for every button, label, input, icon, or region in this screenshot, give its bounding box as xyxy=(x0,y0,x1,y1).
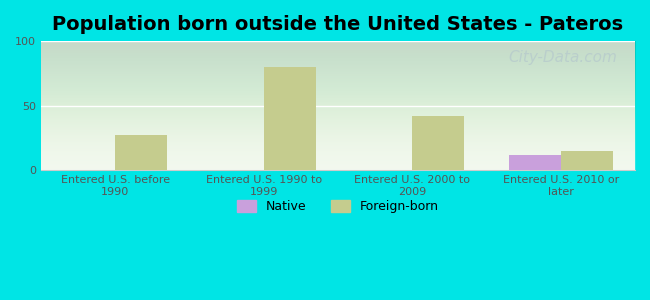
Bar xyxy=(115,135,167,170)
Text: City-Data.com: City-Data.com xyxy=(508,50,618,65)
Bar xyxy=(509,155,561,170)
Bar xyxy=(264,67,316,170)
Bar xyxy=(412,116,464,170)
Title: Population born outside the United States - Pateros: Population born outside the United State… xyxy=(53,15,623,34)
Bar xyxy=(561,151,613,170)
Legend: Native, Foreign-born: Native, Foreign-born xyxy=(232,195,444,218)
